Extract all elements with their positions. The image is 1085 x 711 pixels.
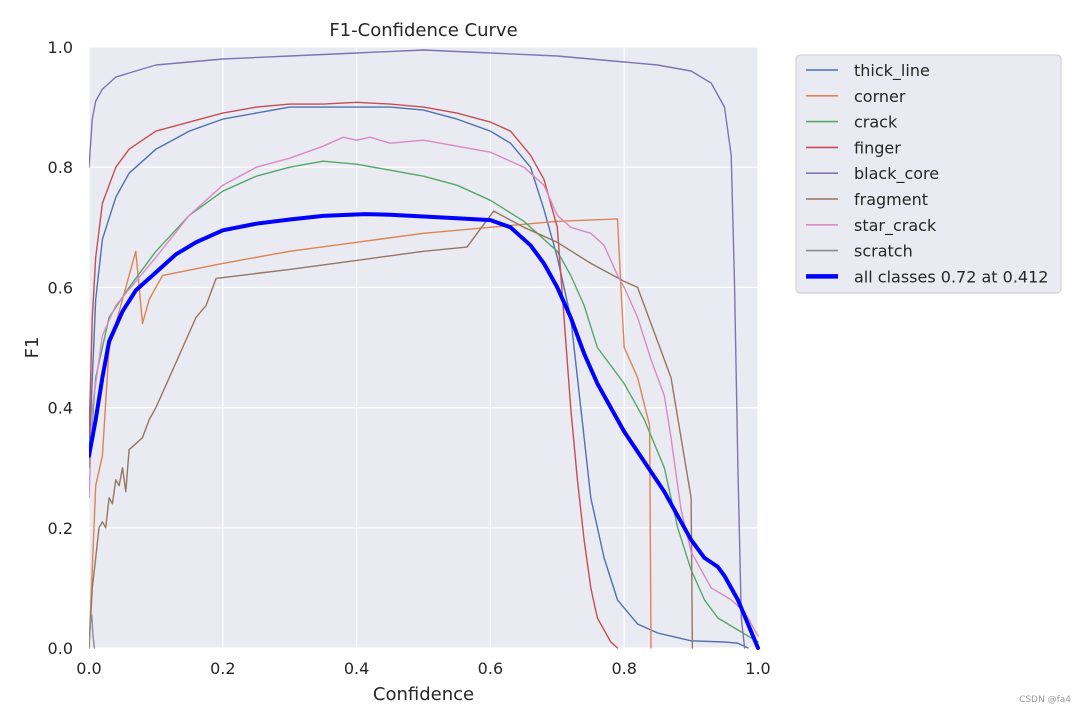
y-tick-label: 0.0 [48,639,73,658]
y-tick-label: 0.6 [48,278,73,297]
y-tick-label: 0.4 [48,399,73,418]
legend-label: star_crack [854,216,937,236]
legend-label: all classes 0.72 at 0.412 [854,267,1048,286]
legend-label: finger [854,138,901,157]
plot-background [89,47,758,648]
x-tick-label: 0.0 [76,659,101,678]
series-line-star-crack [89,136,759,637]
legend-label: corner [854,87,906,106]
y-tick-label: 0.8 [48,158,73,177]
series-line-scratch [89,614,96,649]
series-line-thick-line [89,106,749,649]
legend-label: black_core [854,164,939,184]
chart-title: F1-Confidence Curve [329,20,517,41]
x-tick-label: 0.8 [611,659,636,678]
legend-label: thick_line [854,61,930,81]
legend-label: fragment [854,190,928,209]
legend-box [795,54,1062,294]
series-line-black-core [89,49,746,649]
x-tick-label: 1.0 [745,659,770,678]
series-line-crack [89,160,759,643]
y-tick-label: 0.2 [48,519,73,538]
x-tick-label: 0.2 [210,659,235,678]
tick-labels: 0.0 0.2 0.4 0.6 0.8 1.0 0.0 0.2 0.4 0.6 0.8 1.0 [48,38,771,678]
x-axis-label: Confidence [373,684,474,705]
x-tick-label: 0.6 [478,659,503,678]
series-line-fragment [89,210,694,649]
y-axis-label: F1 [22,337,43,359]
legend-label: crack [854,113,898,132]
series-layer [89,49,760,650]
x-tick-label: 0.4 [344,659,369,678]
series-line-all-classes-0-72-at-0-412 [89,212,760,650]
legend-label: scratch [854,242,913,261]
series-line-finger [89,101,619,649]
watermark: CSDN @fa4 [1019,695,1071,705]
series-line-corner [89,218,652,649]
y-tick-label: 1.0 [48,38,73,57]
